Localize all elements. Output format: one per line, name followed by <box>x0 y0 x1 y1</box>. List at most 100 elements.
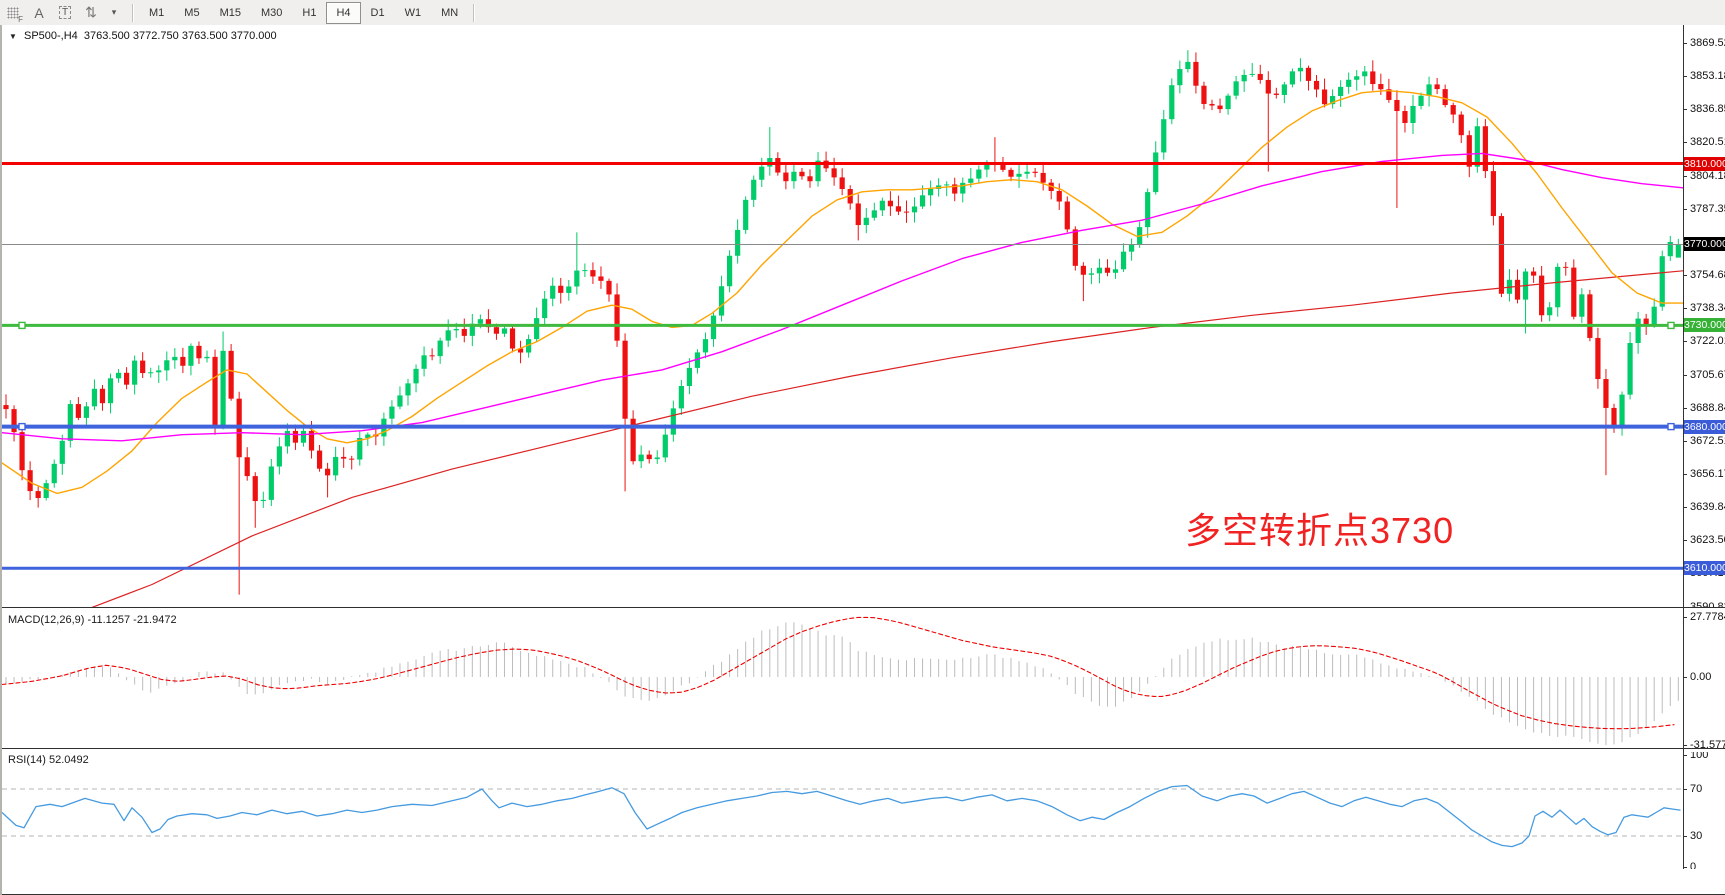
line-handle[interactable] <box>18 321 26 330</box>
rsi-value: 52.0492 <box>48 754 89 766</box>
candlestick-chart[interactable] <box>2 25 1683 607</box>
price-tick-label: 3836.850 <box>1690 103 1725 116</box>
line-handle[interactable] <box>1667 422 1675 431</box>
timeframe-button-h1[interactable]: H1 <box>302 6 317 19</box>
price-badge-3610: 3610.000 <box>1684 561 1725 576</box>
price-tick-label: 3722.010 <box>1690 335 1725 348</box>
price-tick-mark <box>1683 76 1687 78</box>
price-tick-mark <box>1683 109 1687 111</box>
price-tick-label: 3688.845 <box>1690 401 1725 414</box>
symbol-period: SP500-,H4 <box>23 30 78 42</box>
rsi-chart <box>2 784 1683 848</box>
grid-dots-glyph <box>7 6 19 19</box>
cycle-arrows-icon[interactable]: ⇅ <box>85 4 97 20</box>
timeframe-button-m5[interactable]: M5 <box>184 6 200 19</box>
main-chart-panel[interactable]: ▼ SP500-,H4 3763.500 3772.750 3763.500 3… <box>2 25 1725 607</box>
macd-tick-mark <box>1683 617 1687 619</box>
price-tick-label: 3804.180 <box>1690 169 1725 182</box>
toolbar-separator <box>132 3 134 22</box>
macd-values: -11.1257 -21.9472 <box>87 614 177 626</box>
price-badge-3810: 3810.000 <box>1684 156 1725 171</box>
ohlc-high: 3772.750 <box>132 30 179 42</box>
price-tick-mark <box>1683 341 1687 343</box>
macd-panel: MACD(12,26,9) -11.1257 -21.9472 27.7784 0… <box>2 612 1725 748</box>
price-tick-mark <box>1683 175 1687 177</box>
line-handle[interactable] <box>1667 321 1675 330</box>
macd-label: MACD(12,26,9) -11.1257 -21.9472 <box>8 614 177 626</box>
grid-f-label: F <box>18 14 23 24</box>
ohlc-low: 3763.500 <box>181 30 228 42</box>
rsi-tick-label: 100 <box>1690 752 1709 761</box>
ohlc-open: 3763.500 <box>83 30 130 42</box>
rsi-label: RSI(14) 52.0492 <box>8 754 89 766</box>
text-box-icon[interactable]: T <box>53 2 77 24</box>
timeframe-button-m1[interactable]: M1 <box>149 6 165 19</box>
price-tick-label: 3705.675 <box>1690 368 1725 381</box>
macd-chart <box>2 616 1679 746</box>
price-badge-3680: 3680.000 <box>1684 419 1725 434</box>
chinese-annotation-text: 多空转折点3730 <box>1185 510 1455 551</box>
price-tick-label: 3820.515 <box>1690 136 1725 149</box>
ma-magenta-line <box>2 152 1683 442</box>
price-tick-label: 3738.345 <box>1690 302 1725 315</box>
price-tick-label: 3639.840 <box>1690 501 1725 514</box>
rsi-tick-label: 0 <box>1690 861 1697 869</box>
macd-tick-mark <box>1683 677 1687 678</box>
ma-orange-line <box>2 89 1683 495</box>
macd-tick-label: -31.5779 <box>1690 739 1725 748</box>
timeframe-button-m30[interactable]: M30 <box>260 6 283 19</box>
price-tick-label: 3590.835 <box>1690 600 1725 607</box>
timeframe-button-d1[interactable]: D1 <box>370 6 385 19</box>
line-handle[interactable] <box>18 422 26 431</box>
timeframe-button-mn[interactable]: MN <box>441 6 459 19</box>
axis-border-line <box>1683 25 1684 869</box>
dropdown-caret-icon[interactable]: ▾ <box>111 7 117 17</box>
price-tick-label: 3787.350 <box>1690 202 1725 215</box>
collapse-triangle-icon[interactable]: ▼ <box>9 32 17 41</box>
price-badge-3770: 3770.000 <box>1684 237 1725 252</box>
price-tick-mark <box>1683 407 1687 409</box>
price-tick-mark <box>1683 540 1687 542</box>
price-tick-label: 3754.680 <box>1690 269 1725 282</box>
macd-tick-label: 27.7784 <box>1690 612 1725 624</box>
toolbar: F A T ⇅ ▾ M1 M5 M15 M30 H1 H4 D1 W1 MN <box>0 0 1725 26</box>
ma-red-line <box>91 270 1683 607</box>
timeframe-button-h4[interactable]: H4 <box>326 1 361 24</box>
macd-tick-mark <box>1683 745 1687 747</box>
macd-signal-line <box>2 616 1675 730</box>
rsi-tick-mark <box>1683 789 1687 790</box>
price-tick-mark <box>1683 473 1687 475</box>
timeframe-buttons: M1 M5 M15 M30 H1 H4 D1 W1 MN <box>139 1 468 24</box>
rsi-panel: RSI(14) 52.0492 100 70 30 0 <box>2 752 1725 869</box>
price-tick-mark <box>1683 507 1687 509</box>
price-tick-mark <box>1683 275 1687 277</box>
rsi-tick-mark <box>1683 755 1687 756</box>
candles <box>3 50 1681 595</box>
rsi-tick-mark <box>1683 836 1687 837</box>
price-tick-mark <box>1683 142 1687 144</box>
annotation-a-icon[interactable]: A <box>34 4 44 21</box>
timeframe-button-w1[interactable]: W1 <box>404 6 422 19</box>
macd-tick-label: 0.00 <box>1690 671 1712 683</box>
price-tick-mark <box>1683 308 1687 310</box>
price-tick-mark <box>1683 43 1687 44</box>
price-tick-label: 3869.520 <box>1690 37 1725 49</box>
timeframe-button-m15[interactable]: M15 <box>219 6 241 19</box>
price-badge-3730: 3730.000 <box>1684 318 1725 333</box>
rsi-tick-mark <box>1683 867 1687 868</box>
rsi-tick-label: 30 <box>1690 830 1703 842</box>
price-tick-label: 3623.505 <box>1690 534 1725 547</box>
rsi-line <box>2 784 1681 848</box>
ohlc-close: 3770.000 <box>230 30 277 42</box>
price-tick-label: 3672.510 <box>1690 434 1725 447</box>
chart-title: ▼ SP500-,H4 3763.500 3772.750 3763.500 3… <box>9 30 277 42</box>
price-tick-label: 3853.185 <box>1690 70 1725 83</box>
crosshair-grid-icon[interactable]: F <box>1 2 25 24</box>
price-tick-label: 3656.175 <box>1690 467 1725 480</box>
price-tick-mark <box>1683 440 1687 442</box>
rsi-tick-label: 70 <box>1690 783 1703 795</box>
price-tick-mark <box>1683 374 1687 376</box>
toolbar-separator <box>473 3 476 22</box>
chart-window: ▼ SP500-,H4 3763.500 3772.750 3763.500 3… <box>0 25 1725 895</box>
